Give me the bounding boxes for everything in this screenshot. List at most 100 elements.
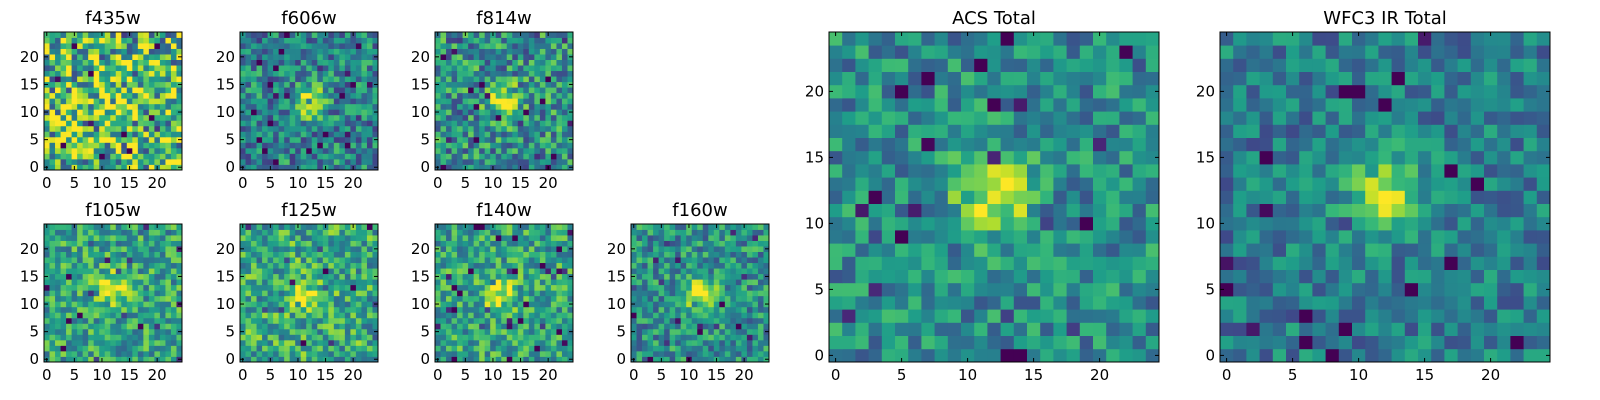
heatmap-cell [868,322,883,336]
heatmap-cell [567,290,574,297]
heatmap-cell [333,317,340,324]
heatmap-cell [350,284,357,291]
heatmap-cell [126,229,133,236]
heatmap-cell [278,48,285,55]
heatmap-cell [523,268,530,275]
heatmap-cell [539,317,546,324]
heatmap-cell [262,240,268,247]
heatmap-cell [355,323,362,330]
heatmap-cell [842,322,856,336]
heatmap-cell [462,59,469,66]
heatmap-cell [93,290,100,297]
heatmap-cell [523,235,530,241]
heatmap-cell [115,251,122,258]
heatmap-cell [278,120,285,127]
x-tick-label: 15 [316,174,335,192]
heatmap-cell [561,262,568,269]
heatmap-cell [251,65,257,72]
heatmap-cell [506,92,513,99]
heatmap-cell [311,229,318,236]
heatmap-cell [137,76,144,83]
heatmap-cell [44,251,50,258]
heatmap-cell [49,312,56,319]
heatmap-cell [545,268,552,275]
heatmap-cell [284,257,291,264]
heatmap-cell [881,335,896,350]
heatmap-cell [273,262,280,269]
heatmap-cell [165,120,172,127]
heatmap-cell [372,312,379,319]
heatmap-cell [435,262,441,269]
heatmap-cell [372,114,379,121]
heatmap-cell [273,306,280,313]
x-tick-label: 5 [70,174,80,192]
heatmap-cell [176,87,183,94]
heatmap-cell [71,339,78,346]
heatmap-cell [300,295,307,302]
heatmap-cell [148,103,155,110]
heatmap-cell [44,142,50,149]
heatmap-cell [355,131,362,138]
heatmap-cell [691,251,698,258]
heatmap-cell [534,125,541,132]
heatmap-cell [137,334,144,341]
heatmap-cell [71,235,78,241]
heatmap-cell [545,147,552,154]
heatmap-cell [735,301,742,308]
heatmap-cell [71,37,78,44]
heatmap-cell [55,136,61,143]
heatmap-cell [44,284,50,291]
heatmap-cell [1053,190,1067,204]
heatmap-cell [262,246,268,252]
heatmap-cell [88,262,95,269]
heatmap-cell [550,70,557,77]
heatmap-cell [746,350,753,357]
heatmap-cell [647,284,654,291]
heatmap-cell [468,224,475,230]
heatmap-cell [344,142,351,149]
heatmap-cell [256,120,263,127]
heatmap-cell [126,334,133,341]
heatmap-cell [561,279,568,286]
heatmap-cell [528,37,535,44]
heatmap-cell [278,136,285,143]
heatmap-cell [176,76,183,83]
heatmap-cell [490,54,497,60]
heatmap-cell [561,224,568,230]
heatmap-cell [240,235,246,241]
heatmap-cell [77,48,84,55]
heatmap-cell [278,109,285,116]
heatmap-cell [1027,348,1041,363]
heatmap-cell [256,142,263,149]
heatmap-cell [895,230,909,244]
heatmap-cell [730,273,737,280]
heatmap-cell [512,98,519,105]
heatmap-cell [550,103,557,110]
heatmap-cell [545,158,552,165]
heatmap-cell [1027,256,1041,270]
heatmap-cell [484,240,491,247]
heatmap-cell [333,240,340,247]
heatmap-cell [262,262,268,269]
heatmap-cell [339,356,346,363]
heatmap-cell [176,103,183,110]
heatmap-cell [333,295,340,302]
heatmap-cell [344,317,351,324]
heatmap-cell [306,147,313,154]
heatmap-cell [702,251,709,258]
heatmap-cell [99,76,106,83]
heatmap-cell [561,273,568,280]
heatmap-cell [506,350,513,357]
heatmap-cell [278,279,285,286]
heatmap-cell [669,301,676,308]
heatmap-cell [545,301,552,308]
heatmap-cell [245,306,252,313]
heatmap-cell [170,328,177,335]
heatmap-cell [82,257,89,264]
heatmap-cell [517,70,524,77]
heatmap-cell [691,350,698,357]
heatmap-cell [273,224,280,230]
heatmap-cell [1119,190,1133,204]
heatmap-cell [719,334,726,341]
heatmap-cell [512,109,519,116]
